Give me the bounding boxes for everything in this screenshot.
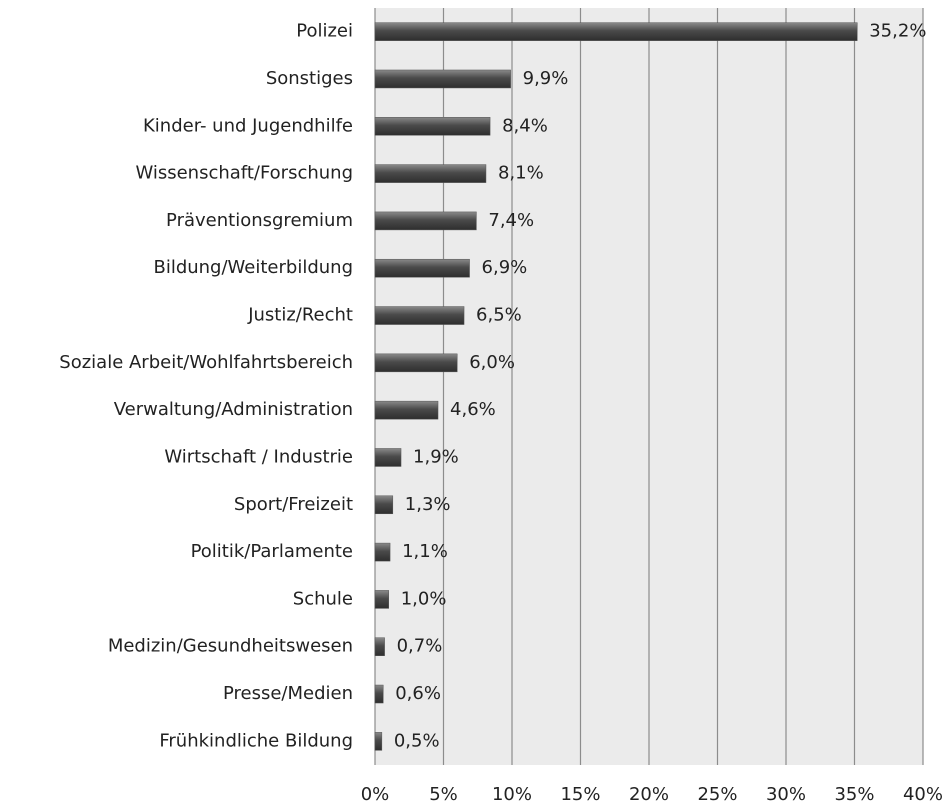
y-tick-label: Frühkindliche Bildung bbox=[159, 730, 353, 751]
bar bbox=[374, 117, 491, 136]
y-tick-label: Medizin/Gesundheitswesen bbox=[108, 636, 353, 657]
bar bbox=[374, 684, 384, 704]
value-label: 8,4% bbox=[502, 115, 548, 136]
x-tick-label: 10% bbox=[492, 784, 532, 805]
bar bbox=[374, 258, 470, 278]
y-tick-label: Verwaltung/Administration bbox=[114, 399, 353, 420]
y-tick-label: Justiz/Recht bbox=[247, 305, 353, 326]
x-tick-label: 35% bbox=[834, 784, 874, 805]
bar bbox=[374, 22, 858, 41]
value-label: 1,3% bbox=[405, 494, 451, 515]
value-label: 0,6% bbox=[395, 683, 441, 704]
value-label: 6,5% bbox=[476, 305, 522, 326]
bar bbox=[374, 164, 487, 183]
bar bbox=[374, 590, 389, 609]
y-tick-label: Wissenschaft/Forschung bbox=[135, 163, 353, 184]
bar bbox=[374, 542, 391, 562]
y-tick-label: Kinder- und Jugendhilfe bbox=[143, 115, 353, 136]
y-tick-label: Soziale Arbeit/Wohlfahrtsbereich bbox=[59, 352, 353, 373]
value-label: 35,2% bbox=[869, 21, 926, 42]
y-tick-label: Sport/Freizeit bbox=[234, 494, 353, 515]
x-tick-label: 20% bbox=[629, 784, 669, 805]
value-label: 0,7% bbox=[397, 636, 443, 657]
bar bbox=[374, 306, 465, 325]
x-tick-label: 40% bbox=[903, 784, 943, 805]
bar bbox=[374, 211, 477, 231]
y-tick-label: Wirtschaft / Industrie bbox=[164, 446, 353, 467]
bar bbox=[374, 448, 402, 467]
value-label: 1,0% bbox=[401, 588, 447, 609]
value-label: 8,1% bbox=[498, 163, 544, 184]
bar bbox=[374, 495, 394, 515]
value-label: 7,4% bbox=[488, 210, 534, 231]
y-tick-label: Presse/Medien bbox=[223, 683, 353, 704]
x-tick-label: 5% bbox=[429, 784, 458, 805]
value-label: 1,9% bbox=[413, 446, 459, 467]
value-label: 1,1% bbox=[402, 541, 448, 562]
bar bbox=[374, 353, 458, 373]
y-tick-label: Bildung/Weiterbildung bbox=[153, 257, 353, 278]
y-tick-label: Sonstiges bbox=[266, 68, 353, 89]
value-label: 9,9% bbox=[523, 68, 569, 89]
y-tick-label: Politik/Parlamente bbox=[191, 541, 353, 562]
value-label: 0,5% bbox=[394, 730, 440, 751]
value-label: 4,6% bbox=[450, 399, 496, 420]
x-tick-label: 30% bbox=[766, 784, 806, 805]
value-label: 6,0% bbox=[469, 352, 515, 373]
x-tick-label: 0% bbox=[361, 784, 390, 805]
bar bbox=[374, 400, 439, 420]
x-tick-label: 15% bbox=[560, 784, 600, 805]
y-tick-label: Schule bbox=[293, 588, 353, 609]
bar bbox=[374, 69, 511, 89]
y-tick-label: Polizei bbox=[296, 21, 353, 42]
bar bbox=[374, 732, 383, 751]
value-label: 6,9% bbox=[482, 257, 528, 278]
y-tick-label: Präventionsgremium bbox=[166, 210, 353, 231]
bar bbox=[374, 637, 385, 656]
x-tick-label: 25% bbox=[697, 784, 737, 805]
